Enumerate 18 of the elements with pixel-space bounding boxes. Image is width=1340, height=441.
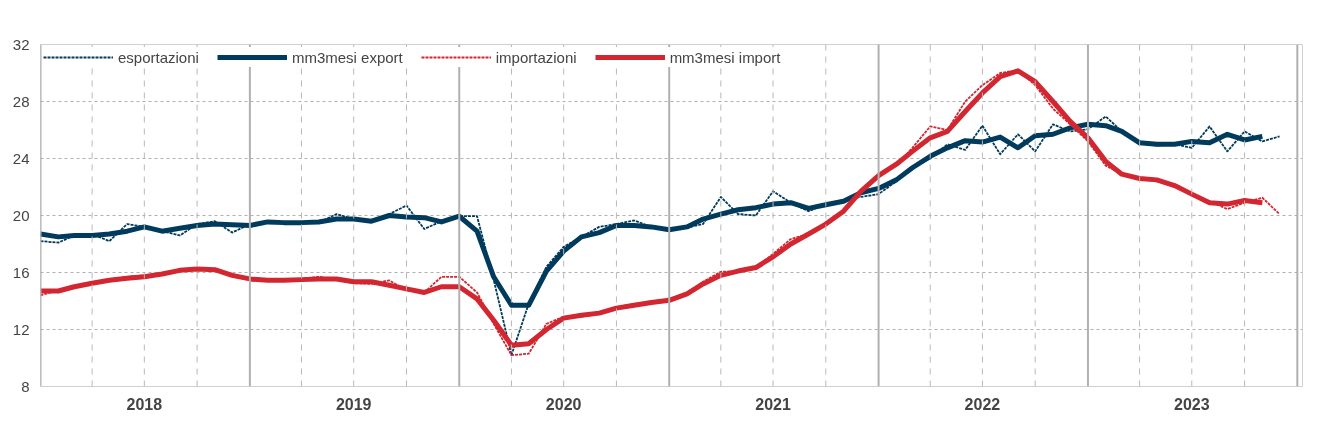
x-tick-label: 2019 [335, 395, 372, 413]
y-tick-label: 32 [12, 35, 30, 53]
legend-label: mm3mesi export [291, 48, 403, 66]
y-tick-label: 20 [12, 206, 30, 224]
legend-label: mm3mesi import [669, 48, 781, 66]
legend-label: esportazioni [118, 48, 199, 66]
x-tick-label: 2022 [964, 395, 1001, 413]
x-tick-label: 2020 [545, 395, 582, 413]
y-tick-label: 28 [12, 92, 30, 110]
x-tick-label: 2018 [126, 395, 163, 413]
line-series [40, 115, 1281, 357]
x-tick-label: 2023 [1173, 395, 1210, 413]
y-tick-label: 12 [12, 320, 30, 338]
y-tick-label: 8 [21, 377, 30, 395]
legend-label: importazioni [495, 48, 577, 66]
x-tick-label: 2021 [755, 395, 791, 413]
y-tick-label: 16 [12, 263, 30, 281]
y-tick-label: 24 [12, 149, 30, 167]
